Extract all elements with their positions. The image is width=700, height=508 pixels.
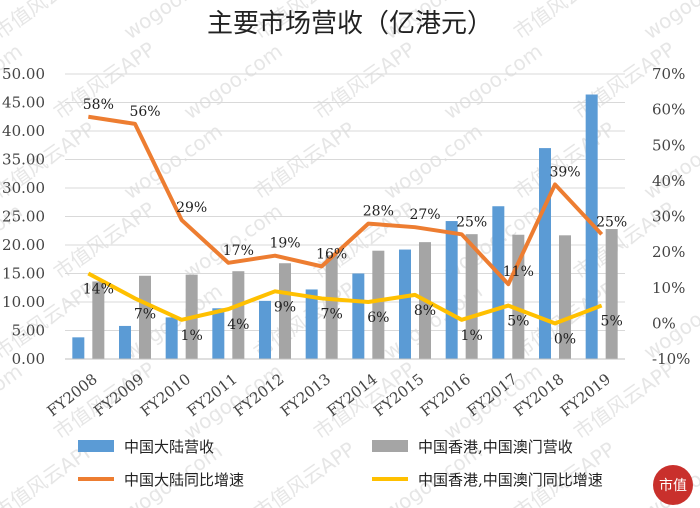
left-tick-label: 30.00	[2, 179, 45, 197]
data-label: 28%	[363, 204, 394, 220]
watermark-text: 市值风云APP	[509, 0, 619, 44]
right-tick-label: 50%	[652, 136, 685, 154]
data-label: 5%	[507, 314, 529, 330]
bar-hk-macau-revenue	[92, 281, 105, 359]
legend-label: 中国香港,中国澳门同比增速	[418, 471, 603, 489]
watermark-text: wogoo.com	[379, 119, 487, 204]
bar-hk-macau-revenue	[605, 229, 618, 359]
bar-hk-macau-revenue	[232, 271, 245, 359]
bar-hk-macau-revenue	[139, 275, 151, 359]
data-label: 29%	[176, 200, 207, 216]
watermark-text: 市值风云APP	[309, 37, 419, 124]
left-tick-label: 5.00	[12, 322, 45, 340]
line-mainland-growth	[88, 114, 604, 287]
legend-label: 中国大陆同比增速	[124, 471, 244, 489]
right-tick-label: 40%	[652, 172, 685, 190]
left-y-axis: 0.00 5.00 10.00 15.00 20.00 25.00 30.00 35.00 40…	[2, 65, 45, 368]
data-label: 11%	[503, 264, 534, 280]
data-label: 25%	[596, 214, 627, 230]
data-label: 6%	[367, 310, 389, 326]
legend-swatch	[78, 440, 114, 452]
data-label: 58%	[83, 97, 114, 113]
bar-hk-macau-revenue	[279, 263, 291, 359]
watermark-text: wogoo.com	[439, 39, 547, 124]
right-tick-label: 20%	[652, 243, 685, 261]
bar-hk-macau-revenue	[325, 255, 338, 359]
watermark-text: 市值风云APP	[509, 117, 619, 204]
left-tick-label: 0.00	[12, 350, 45, 368]
data-label: 9%	[274, 299, 296, 315]
watermark-text: 市值风云APP	[49, 197, 159, 284]
bar-hk-macau-revenue	[465, 234, 478, 359]
data-label: 5%	[601, 314, 623, 330]
left-tick-label: 20.00	[2, 236, 45, 254]
right-tick-label: 0%	[652, 314, 676, 332]
data-label: 17%	[223, 243, 254, 259]
bar-hk-macau-revenue	[559, 235, 571, 359]
right-y-axis: -10% 0% 10% 20% 30% 40% 50% 60% 70%	[652, 65, 690, 368]
bar-mainland-revenue	[352, 273, 365, 359]
watermark-text: wogoo.com	[119, 119, 227, 204]
data-label: 8%	[414, 303, 436, 319]
bar-mainland-revenue	[165, 317, 178, 359]
right-tick-label: 70%	[652, 65, 685, 83]
logo-stamp: 市值	[653, 465, 693, 505]
data-label: 27%	[409, 207, 440, 223]
data-label: 56%	[129, 104, 160, 120]
right-tick-label: 30%	[652, 208, 685, 226]
bar-mainland-revenue	[259, 300, 271, 359]
left-tick-label: 10.00	[2, 293, 45, 311]
data-label: 39%	[549, 164, 580, 180]
left-tick-label: 50.00	[2, 65, 45, 83]
bar-hk-macau-revenue	[372, 250, 385, 359]
legend-label: 中国大陆营收	[124, 438, 214, 456]
data-label: 25%	[456, 214, 487, 230]
data-label: 0%	[554, 331, 576, 347]
bar-mainland-revenue	[445, 221, 458, 359]
bar-mainland-revenue	[399, 249, 411, 359]
bar-mainland-revenue	[72, 337, 85, 359]
data-label: 4%	[227, 317, 249, 333]
watermark-text: wogoo.com	[639, 119, 700, 204]
bar-series	[72, 94, 618, 360]
chart-title: 主要市场营收（亿港元）	[207, 9, 493, 39]
left-tick-label: 15.00	[2, 265, 45, 283]
watermark-text: 市值风云APP	[0, 0, 99, 44]
bar-mainland-revenue	[305, 289, 318, 359]
bar-mainland-revenue	[492, 206, 505, 359]
right-tick-label: 10%	[652, 279, 685, 297]
right-tick-label: 60%	[652, 101, 685, 119]
data-label: 19%	[269, 236, 300, 252]
logo-text: 市值	[659, 477, 687, 494]
logo-circle	[653, 465, 693, 505]
line-series: 58% 56% 29% 17% 19% 16% 28% 27% 25% 11% 39% 25% 14% 7…	[83, 97, 627, 348]
watermark-text: 市值风云APP	[249, 117, 359, 204]
watermark-text: wogoo.com	[179, 39, 287, 124]
bar-mainland-revenue	[212, 308, 225, 359]
left-tick-label: 45.00	[2, 94, 45, 112]
right-tick-label: -10%	[652, 350, 690, 368]
bar-mainland-revenue	[585, 94, 598, 360]
watermark-text: wogoo.com	[639, 0, 700, 44]
watermark-text: 市值风云APP	[249, 437, 359, 508]
data-label: 7%	[134, 306, 156, 322]
data-label: 1%	[181, 328, 203, 344]
data-label: 7%	[321, 306, 343, 322]
data-label: 1%	[461, 328, 483, 344]
bar-mainland-revenue	[119, 325, 131, 359]
watermark-text: wogoo.com	[0, 359, 27, 444]
legend-label: 中国香港,中国澳门营收	[418, 438, 573, 456]
left-tick-label: 40.00	[2, 122, 45, 140]
data-label: 16%	[316, 246, 347, 262]
left-tick-label: 25.00	[2, 208, 45, 226]
line-hk-macau-growth	[87, 271, 603, 326]
legend-swatch	[372, 440, 408, 452]
data-label: 14%	[83, 282, 114, 298]
left-tick-label: 35.00	[2, 151, 45, 169]
